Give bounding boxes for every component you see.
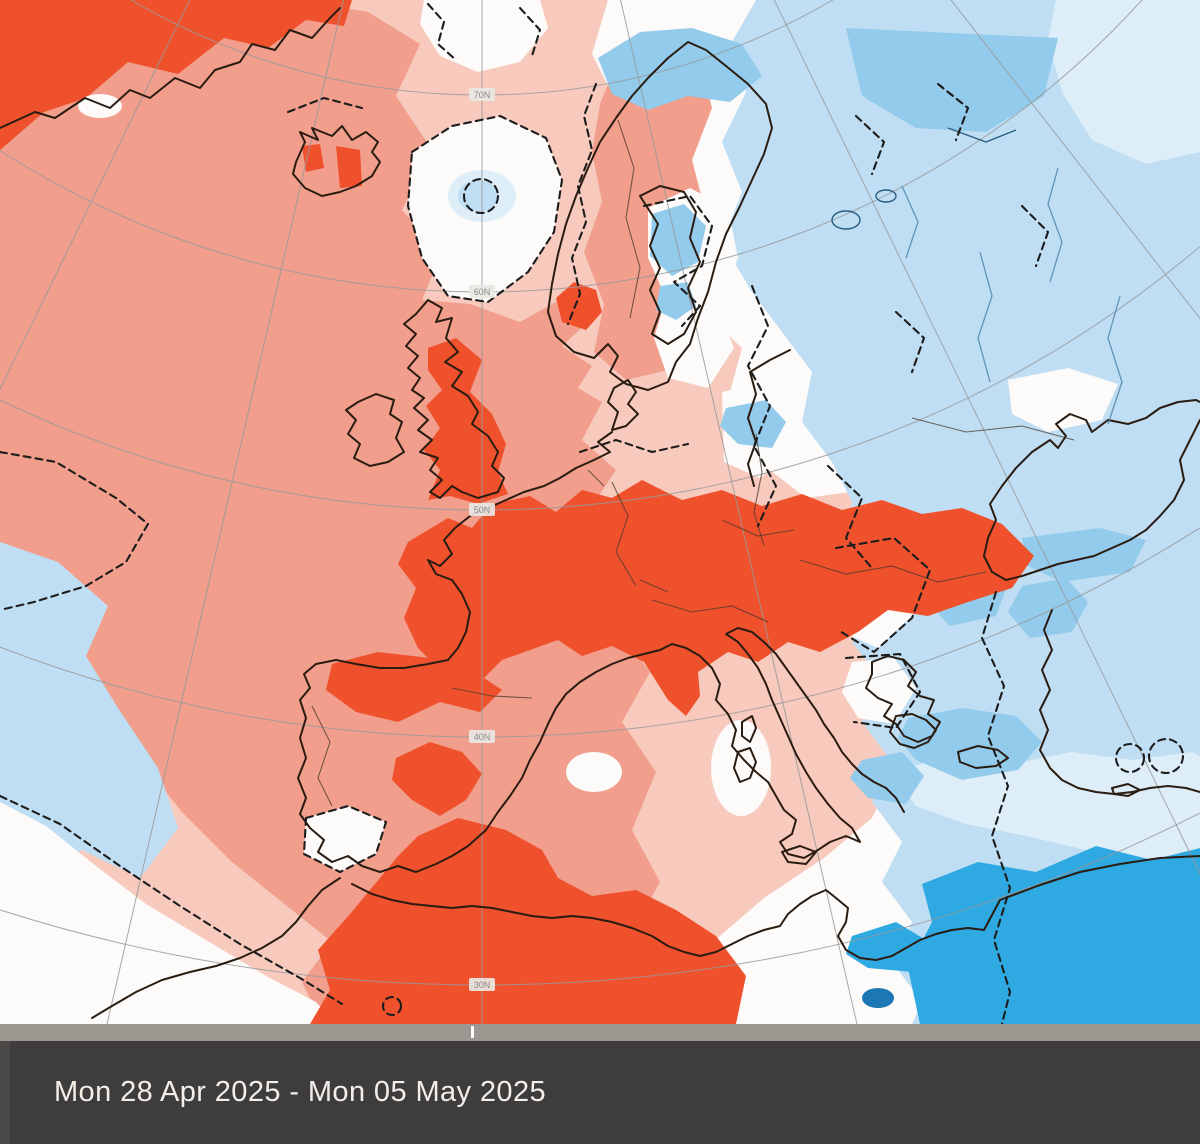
- lat-label-60n: 60N: [469, 285, 495, 298]
- coast-ireland: [345, 393, 405, 467]
- coast-scandinavia: [547, 41, 773, 391]
- coast-sicily: [781, 845, 817, 865]
- anomaly-map: 70N 60N 50N 40N 30N: [0, 0, 1200, 1024]
- border-layer: [311, 119, 1075, 807]
- neutral-corsica-sardinia: [711, 720, 771, 816]
- lat-label-50n: 50N: [469, 503, 495, 516]
- meridian-e1: [620, 0, 858, 1024]
- coast-denmark: [607, 379, 639, 431]
- coast-bothnia: [639, 185, 701, 345]
- coast-britain: [403, 299, 505, 499]
- svg-text:50N: 50N: [474, 505, 491, 515]
- warm-strong-iceland-west: [302, 144, 324, 172]
- cool-medium-baltic-south: [720, 400, 786, 448]
- meridian-w1: [106, 0, 344, 1024]
- coast-sardinia: [733, 747, 757, 783]
- meridian-w2: [0, 0, 191, 391]
- svg-text:70N: 70N: [474, 90, 491, 100]
- anomaly-fill-layer: [0, 0, 1200, 1024]
- lake-ladoga: [831, 210, 861, 230]
- warm-strong-greenland: [0, 0, 352, 150]
- warm-strong-algeria: [310, 818, 746, 1024]
- neutral-blob-top-center: [420, 0, 548, 72]
- coast-west-turkey: [1039, 609, 1200, 795]
- svg-text:60N: 60N: [474, 287, 491, 297]
- map-bottom-strip: [0, 1024, 1200, 1041]
- warm-strong-norway-spot: [556, 282, 602, 330]
- date-range-bar: Mon 28 Apr 2025 - Mon 05 May 2025: [0, 1041, 1200, 1144]
- coast-crete: [957, 745, 1009, 769]
- cool-faint-topright: [1048, 0, 1200, 164]
- cool-medium-ionian: [850, 752, 924, 804]
- cool-deep-spot: [862, 988, 894, 1008]
- lat-label-70n: 70N: [469, 88, 495, 101]
- meridian-tick: [471, 1026, 474, 1038]
- meridian-e2: [773, 0, 1200, 875]
- warm-strong-north-spain: [326, 652, 502, 722]
- river-layer: [901, 127, 1123, 425]
- coastline-layer: [0, 7, 1200, 1019]
- cool-wedge-west-edge: [0, 542, 178, 878]
- coast-north-africa: [351, 855, 1200, 961]
- warm-strong-central-europe: [398, 480, 1034, 716]
- cool-faint-east-mediterranean: [892, 752, 1200, 866]
- coast-black-sea: [983, 399, 1200, 581]
- coast-corsica: [741, 715, 757, 743]
- warm-strong-iceland-east: [336, 146, 362, 188]
- coast-iceland: [292, 125, 381, 197]
- lat-label-40n: 40N: [469, 730, 495, 743]
- neutral-balkans-south: [842, 658, 916, 724]
- lake-onega: [875, 189, 897, 203]
- anomaly-map-svg: 70N 60N 50N 40N 30N: [0, 0, 1200, 1024]
- cool-medium-south-aegean: [898, 708, 1042, 780]
- lat-label-30n: 30N: [469, 978, 495, 991]
- footer-left-edge: [0, 1041, 10, 1144]
- warm-strong-central-spain: [392, 742, 482, 816]
- coast-peloponnese: [889, 713, 937, 749]
- cool-medium-marmara: [1008, 578, 1088, 638]
- cool-strong-se-mediterranean: [908, 846, 1200, 1024]
- cool-medium-south-black-sea: [1022, 528, 1146, 582]
- neutral-balearic: [566, 752, 622, 792]
- coast-baltic-east: [747, 349, 791, 487]
- meridian-e3: [950, 0, 1200, 320]
- svg-text:30N: 30N: [474, 980, 491, 990]
- coast-west-europe: [297, 431, 905, 873]
- date-range-label: Mon 28 Apr 2025 - Mon 05 May 2025: [54, 1076, 546, 1108]
- warm-strong-england: [424, 338, 508, 504]
- lat-labels-layer: 70N 60N 50N 40N 30N: [469, 88, 495, 991]
- cool-medium-bothnia-1: [650, 204, 706, 276]
- neutral-crimea-north: [1008, 368, 1118, 432]
- cool-band-northeast: [846, 28, 1058, 132]
- coast-morocco-atlantic: [91, 877, 341, 1019]
- contour-layer: [0, 2, 1185, 1024]
- cool-light-spot-iceland-east: [458, 180, 498, 212]
- coast-greenland: [0, 7, 341, 129]
- svg-text:40N: 40N: [474, 732, 491, 742]
- cool-medium-bothnia-2: [656, 282, 696, 320]
